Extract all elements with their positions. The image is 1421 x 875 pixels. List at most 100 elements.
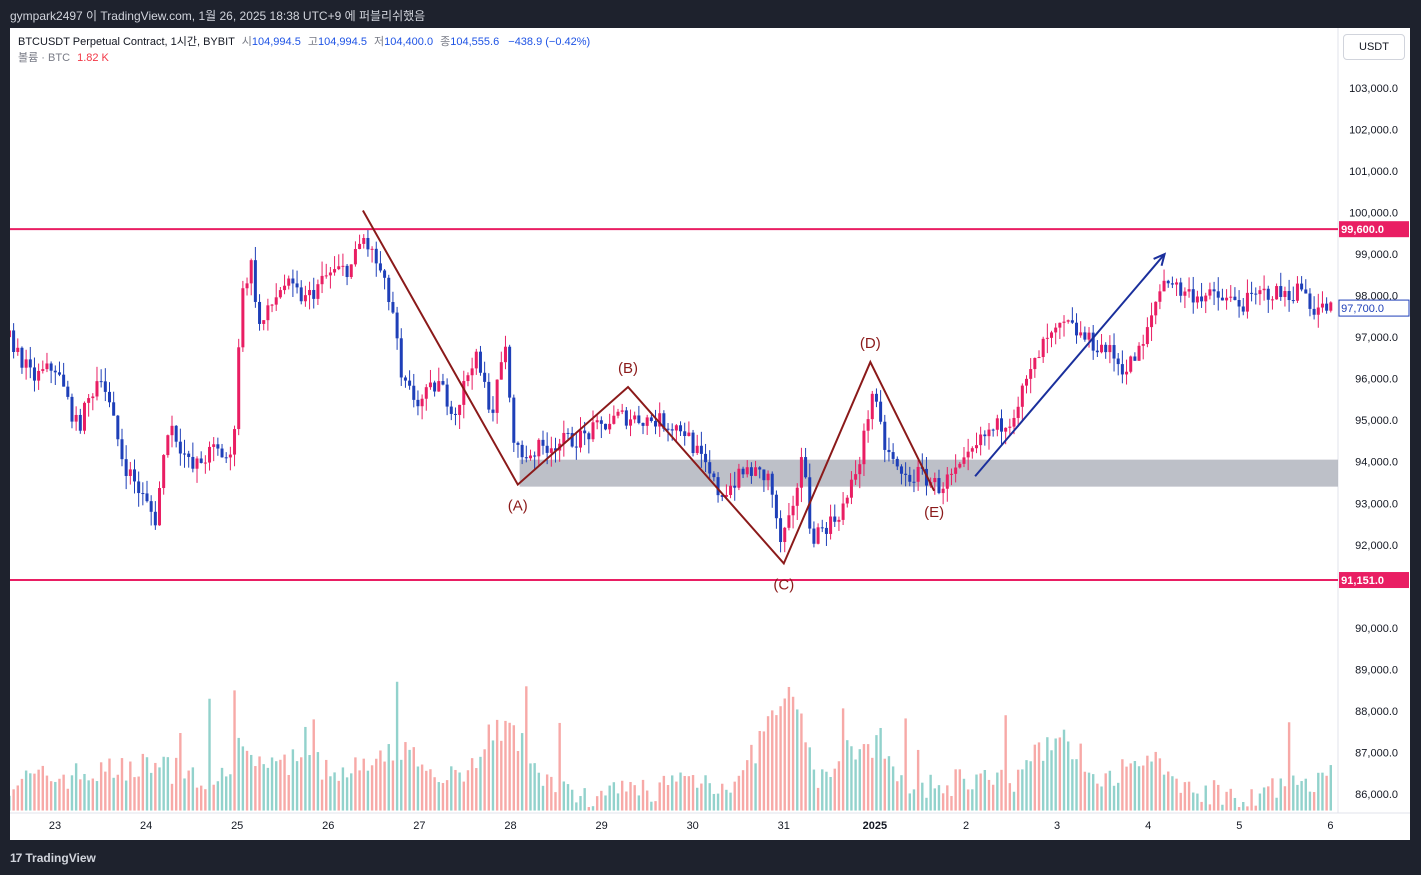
pattern-point-label: (D) <box>860 335 881 352</box>
candle-body <box>620 410 624 412</box>
volume-bar <box>1208 804 1212 811</box>
volume-bar <box>245 750 249 811</box>
candle-body <box>258 301 262 324</box>
candle-body <box>945 474 949 489</box>
candle-body <box>1325 303 1329 311</box>
candle-body <box>733 485 737 488</box>
volume-bar <box>137 776 140 811</box>
volume-bar <box>1287 722 1291 811</box>
candle-body <box>1300 283 1304 290</box>
candle-body <box>549 448 553 453</box>
candle-body <box>228 454 232 458</box>
volume-bar <box>437 782 440 811</box>
candle-body <box>591 422 595 440</box>
volume-bar <box>308 755 311 811</box>
candle-body <box>1208 289 1212 296</box>
volume-bar <box>612 782 616 811</box>
candle-body <box>679 425 683 432</box>
volume-bar <box>1200 801 1203 811</box>
y-tick-label: 103,000.0 <box>1349 83 1398 95</box>
volume-bar <box>1167 771 1170 811</box>
volume-bar <box>1008 783 1012 811</box>
volume-bar <box>791 696 795 811</box>
candle-body <box>441 381 445 385</box>
trend-arrow-line[interactable] <box>974 253 1166 477</box>
candle-body <box>153 511 157 526</box>
candle-body <box>579 430 583 448</box>
volume-bar <box>325 759 328 811</box>
volume-bar <box>1087 772 1091 811</box>
volume-bar <box>1062 729 1066 811</box>
tradingview-logo[interactable]: 17 TradingView <box>10 851 96 865</box>
volume-bar <box>687 776 691 811</box>
candle-body <box>1087 332 1091 340</box>
volume-bar <box>183 778 186 811</box>
candle-body <box>566 432 570 434</box>
price-chart[interactable]: 103,000.0 102,000.0 101,000.0 100,000.0 99,0… <box>10 28 1410 840</box>
volume-bar <box>512 725 516 811</box>
volume-bar <box>79 779 82 811</box>
currency-button[interactable]: USDT <box>1343 34 1405 60</box>
volume-bar <box>74 763 78 811</box>
volume-bar <box>691 775 695 811</box>
candle-body <box>562 432 566 444</box>
volume-bar <box>10 795 11 811</box>
brand-mark-icon: 17 <box>10 851 22 865</box>
candle-body <box>1220 297 1224 301</box>
candle-body <box>574 446 578 448</box>
candle-body <box>274 297 278 305</box>
volume-bar <box>1217 784 1220 811</box>
volume-bar <box>846 740 849 811</box>
candle-body <box>1116 358 1120 365</box>
volume-bar <box>862 744 866 811</box>
candle-body <box>974 445 978 449</box>
y-tick-label: 100,000.0 <box>1349 208 1398 220</box>
candle-body <box>266 305 270 321</box>
volume-bar <box>591 806 595 811</box>
volume-bar <box>416 766 420 811</box>
volume-bar <box>1175 778 1178 811</box>
candle-body <box>66 386 70 397</box>
volume-bar <box>658 782 661 811</box>
candle-body <box>916 466 920 482</box>
candle-body <box>1104 344 1108 353</box>
volume-bar <box>1283 786 1287 811</box>
volume-bar <box>91 778 95 811</box>
candle-body <box>433 382 437 392</box>
candle-body <box>1100 344 1104 353</box>
volume-bar <box>983 769 987 811</box>
candle-body <box>779 518 783 542</box>
volume-bar <box>41 765 44 811</box>
elliptic-pattern-line[interactable] <box>362 210 936 566</box>
volume-bar <box>262 764 265 811</box>
volume-bar <box>279 759 282 811</box>
candle-body <box>1279 286 1283 297</box>
candle-body <box>1162 280 1166 292</box>
candle-body <box>358 243 362 250</box>
volume-bar <box>120 758 124 811</box>
volume-bar <box>1066 741 1070 811</box>
candle-body <box>1195 296 1199 303</box>
candle-body <box>478 351 482 373</box>
candle-body <box>837 519 841 522</box>
volume-bar <box>54 781 57 811</box>
volume-bar <box>641 779 645 811</box>
volume-bar <box>216 781 220 811</box>
volume-bar <box>529 763 532 811</box>
support-zone[interactable] <box>519 459 1338 487</box>
volume-bar <box>754 763 757 811</box>
volume-bar <box>145 757 149 811</box>
volume-bar <box>1133 761 1137 811</box>
candle-body <box>420 398 424 407</box>
volume-bar <box>295 761 299 811</box>
chart-panel[interactable]: 103,000.0 102,000.0 101,000.0 100,000.0 99,0… <box>10 28 1410 840</box>
volume-label[interactable]: 볼륨 · BTC <box>18 52 71 64</box>
volume-bar <box>400 759 403 811</box>
candle-body <box>87 398 91 403</box>
x-tick-label: 29 <box>595 820 607 832</box>
candle-body <box>353 249 357 265</box>
symbol-name[interactable]: BTCUSDT Perpetual Contract, 1시간, BYBIT <box>18 36 235 48</box>
candle-body <box>1095 350 1099 353</box>
candle-body <box>887 449 891 453</box>
volume-bar <box>779 706 782 811</box>
